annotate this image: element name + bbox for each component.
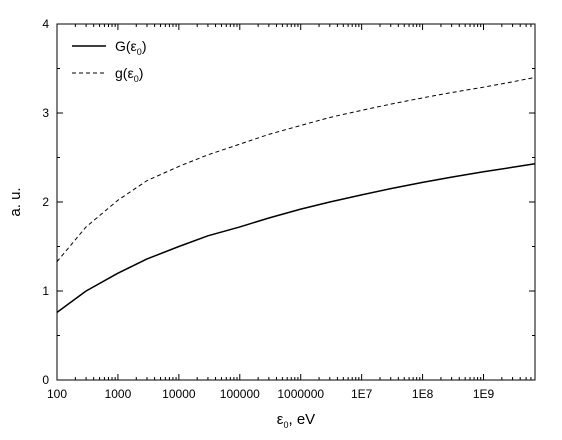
y-tick-label: 3	[42, 106, 49, 120]
y-tick-label: 4	[42, 17, 49, 31]
y-tick-label: 0	[42, 373, 49, 387]
series-line-2	[56, 76, 536, 262]
x-tick-label: 1E8	[412, 387, 434, 401]
legend-label-series-1: G(ε0)	[115, 38, 146, 57]
x-tick-label: 100000	[220, 387, 260, 401]
x-axis-title: ε0, eV	[277, 411, 315, 430]
x-tick-label: 1E9	[473, 387, 495, 401]
x-tick-label: 1000000	[277, 387, 324, 401]
ticks: 0 1 2 3 4 100 1000 10000 100000 1000000 1E7 1E8 1E9	[42, 17, 536, 401]
y-axis-title: a. u.	[7, 187, 24, 216]
x-tick-label: 1000	[105, 387, 132, 401]
y-tick-label: 2	[42, 195, 49, 209]
x-tick-label: 1E7	[351, 387, 373, 401]
x-tick-label: 10000	[162, 387, 196, 401]
series-group	[56, 76, 536, 313]
legend-label-series-2: g(ε0)	[115, 65, 143, 84]
legend: G(ε0) g(ε0)	[72, 38, 146, 84]
y-tick-label: 1	[42, 284, 49, 298]
x-tick-label: 100	[47, 387, 67, 401]
series-line-1	[56, 162, 536, 313]
